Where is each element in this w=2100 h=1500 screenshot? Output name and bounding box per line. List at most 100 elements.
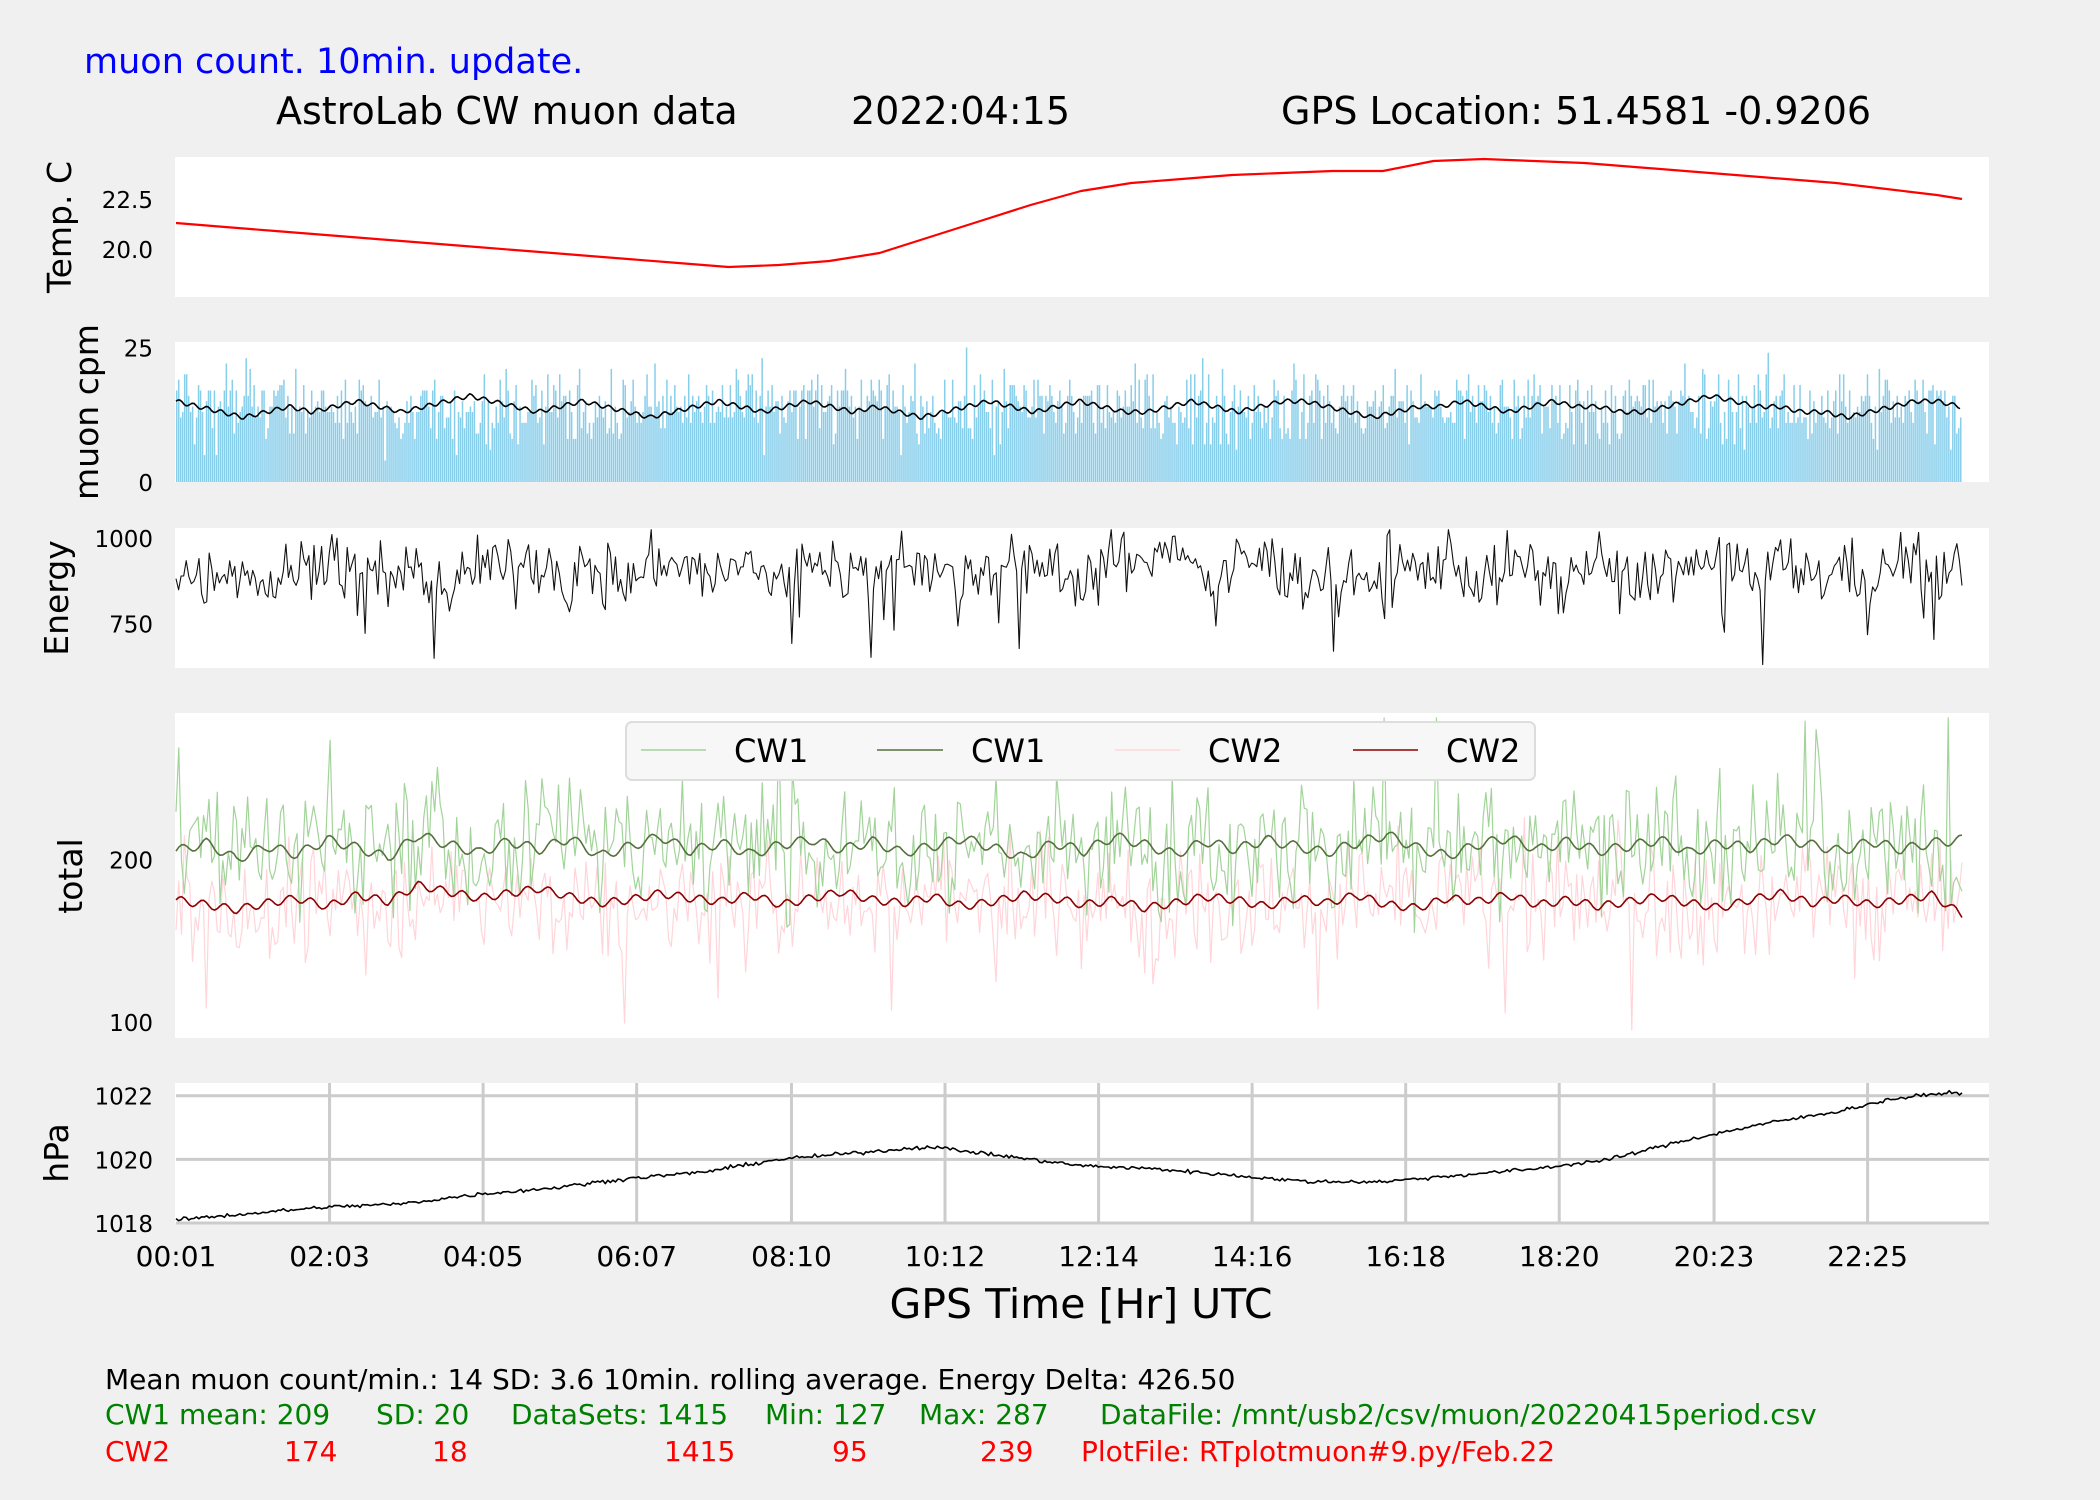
- muon-bar: [959, 401, 962, 482]
- muon-bar: [1158, 422, 1160, 482]
- muon-bar: [1084, 395, 1087, 482]
- muon-bar: [541, 390, 543, 482]
- cw1-mean: CW1 mean: 209: [105, 1398, 330, 1431]
- muon-bar: [1704, 374, 1706, 482]
- muon-bar: [1594, 401, 1597, 482]
- muon-bar: [618, 438, 621, 482]
- muon-bar: [428, 406, 430, 482]
- muon-bar: [465, 412, 468, 482]
- muon-bar: [1745, 395, 1748, 482]
- muon-bar: [642, 412, 644, 482]
- muon-bar: [1650, 422, 1652, 482]
- muon-bar: [299, 406, 301, 482]
- muon-bar: [1952, 395, 1954, 482]
- muon-bar: [1025, 390, 1027, 482]
- muon-bar: [1908, 390, 1910, 482]
- muon-bar: [430, 428, 432, 482]
- muon-bar: [1035, 417, 1037, 482]
- muon-bar: [1656, 401, 1658, 482]
- muon-bar: [1078, 401, 1081, 482]
- muon-bar: [1604, 390, 1607, 482]
- muon-bar: [485, 444, 488, 482]
- muon-bar: [910, 395, 912, 482]
- muon-bar: [420, 395, 422, 482]
- muon-bar: [1672, 401, 1674, 482]
- muon-bar: [519, 406, 521, 482]
- muon-bar: [1628, 379, 1631, 482]
- muon-bar: [1239, 390, 1242, 482]
- muon-bar: [600, 406, 603, 482]
- muon-bar: [1912, 422, 1914, 482]
- muon-bar: [380, 417, 382, 482]
- chart-marks: [175, 157, 1963, 1222]
- muon-bar: [320, 390, 323, 482]
- muon-bar: [1257, 395, 1260, 482]
- muon-bar: [1779, 395, 1781, 482]
- muon-bar: [1789, 422, 1791, 482]
- muon-bar: [312, 412, 315, 482]
- muon-bar: [1700, 433, 1702, 482]
- muon-bar: [1654, 406, 1656, 482]
- muon-bar: [997, 401, 1000, 482]
- muon-bar: [1104, 428, 1107, 482]
- muon-bar: [1291, 390, 1293, 482]
- muon-bar: [1362, 433, 1365, 482]
- muon-bar: [1432, 417, 1434, 482]
- muon-bar: [1852, 412, 1855, 482]
- muon-bar: [1795, 422, 1797, 482]
- muon-bar: [680, 406, 682, 482]
- muon-bar: [816, 374, 819, 482]
- muon-bar: [1886, 379, 1889, 482]
- temperature-line: [175, 157, 1963, 269]
- muon-bar: [1531, 395, 1533, 482]
- muon-bar: [938, 428, 940, 482]
- muon-bar: [1686, 401, 1688, 482]
- muon-bar: [1265, 422, 1267, 482]
- muon-bar: [1457, 390, 1460, 482]
- muon-bar: [483, 374, 486, 482]
- muon-bar: [1013, 385, 1015, 482]
- muon-bar: [862, 412, 865, 482]
- muon-bar: [1410, 390, 1412, 482]
- muon-bar: [352, 422, 355, 482]
- muon-bar: [1422, 406, 1424, 482]
- cw2-min: 95: [832, 1435, 868, 1468]
- muon-bar: [199, 390, 202, 482]
- muon-bar: [1162, 433, 1164, 482]
- muon-bar: [741, 412, 744, 482]
- muon-bar: [1029, 417, 1031, 482]
- muon-bar: [1858, 412, 1861, 482]
- muon-bar: [943, 379, 946, 482]
- muon-bar: [1811, 433, 1813, 482]
- muon-bar: [1182, 422, 1184, 482]
- pressure-panel: [175, 1083, 1989, 1223]
- muon-bar: [1186, 379, 1188, 482]
- muon-bar: [1765, 374, 1768, 482]
- muon-bar: [330, 406, 333, 482]
- muon-bar: [477, 433, 480, 482]
- muon-bar: [1176, 444, 1178, 482]
- muon-bar: [505, 368, 507, 482]
- muon-bar: [1727, 379, 1730, 482]
- muon-bar: [306, 412, 309, 482]
- muon-bar: [209, 390, 212, 482]
- muon-bar: [1096, 385, 1099, 482]
- muon-bar: [177, 379, 180, 482]
- muon-bar: [1682, 395, 1684, 482]
- muon-bar: [1420, 374, 1422, 482]
- muon-bar: [1791, 422, 1793, 482]
- muon-bar: [1436, 395, 1438, 482]
- muon-bar: [1731, 412, 1734, 482]
- muon-bar: [1317, 379, 1319, 482]
- muon-bar: [1247, 395, 1250, 482]
- muon-bar: [1896, 395, 1898, 482]
- muon-bar: [179, 417, 182, 482]
- muon-bar: [354, 406, 357, 482]
- muon-bar: [838, 406, 841, 482]
- muon-bar: [1735, 412, 1738, 482]
- muon-bar: [497, 422, 499, 482]
- muon-bar: [1440, 406, 1442, 482]
- muon-bar: [1842, 374, 1845, 482]
- muon-bar: [1378, 406, 1381, 482]
- muon-bar: [189, 412, 192, 482]
